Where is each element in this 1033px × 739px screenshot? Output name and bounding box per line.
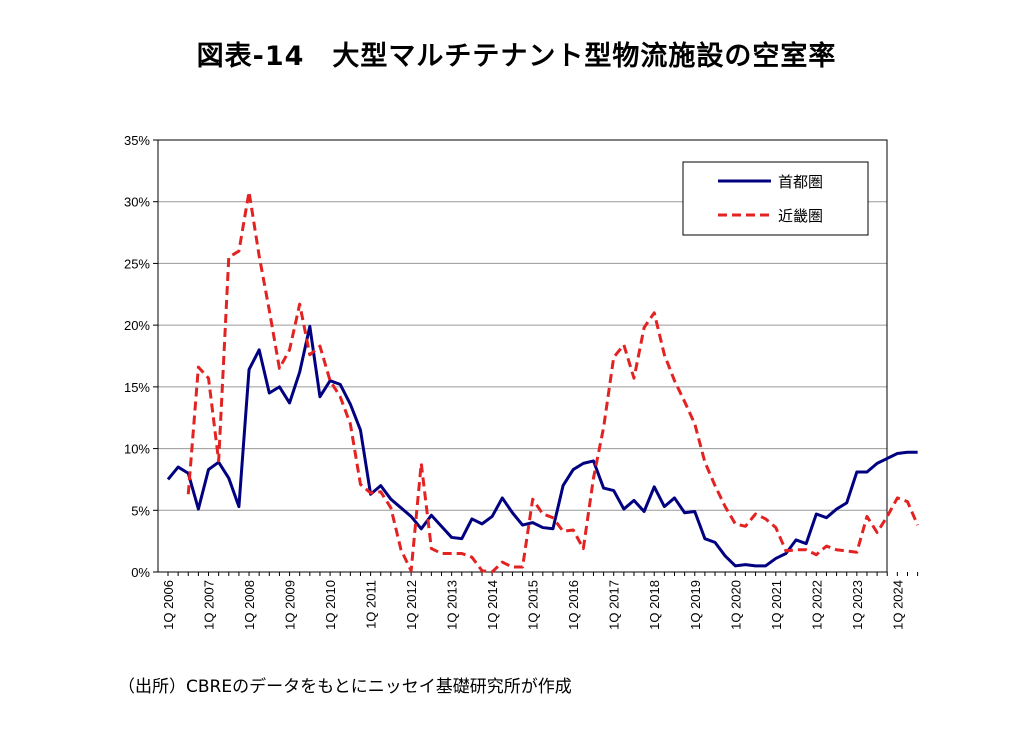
- legend: 首都圏 近畿圏: [682, 161, 869, 236]
- y-tick-label: 35%: [124, 133, 150, 148]
- x-tick-label: 1Q 2024: [890, 580, 905, 630]
- series-layer: [166, 190, 919, 574]
- source-note: （出所）CBREのデータをもとにニッセイ基礎研究所が作成: [118, 677, 572, 697]
- x-tick-label: 1Q 2023: [850, 580, 865, 630]
- chart-title: 図表-14 大型マルチテナント型物流施設の空室率: [196, 41, 837, 72]
- x-tick-label: 1Q 2021: [769, 580, 784, 630]
- x-tick-label: 1Q 2009: [283, 580, 298, 630]
- grid-layer: [158, 201, 887, 511]
- x-tick-label: 1Q 2015: [526, 580, 541, 630]
- y-tick-label: 5%: [131, 503, 150, 518]
- x-tick-label: 1Q 2006: [161, 580, 176, 630]
- x-tick-label: 1Q 2007: [202, 580, 217, 630]
- y-tick-label: 15%: [124, 380, 150, 395]
- y-tick-label: 25%: [124, 256, 150, 271]
- x-tick-label: 1Q 2016: [566, 580, 581, 630]
- y-tick-label: 0%: [131, 565, 150, 580]
- series-line-近畿圏: [186, 190, 919, 574]
- x-tick-label: 1Q 2022: [809, 580, 824, 630]
- x-tick-label: 1Q 2012: [404, 580, 419, 630]
- y-tick-label: 20%: [124, 318, 150, 333]
- x-tick-label: 1Q 2011: [364, 580, 379, 629]
- x-tick-label: 1Q 2017: [607, 580, 622, 630]
- x-tick-label: 1Q 2018: [647, 580, 662, 630]
- y-axis: 0% 5% 10% 15% 20% 25% 30% 35%: [124, 133, 158, 580]
- series-line-首都圏: [166, 324, 918, 568]
- x-tick-label: 1Q 2008: [242, 580, 257, 630]
- y-tick-label: 30%: [124, 195, 150, 210]
- x-tick-label: 1Q 2019: [688, 580, 703, 630]
- x-tick-label: 1Q 2014: [485, 580, 500, 630]
- x-tick-label: 1Q 2010: [323, 580, 338, 630]
- legend-box: [682, 161, 869, 236]
- x-tick-label: 1Q 2013: [445, 580, 460, 630]
- x-axis: 1Q 2006 1Q 2007 1Q 2008 1Q 2009 1Q 2010 1Q 20…: [161, 572, 919, 630]
- y-tick-label: 10%: [124, 442, 150, 457]
- legend-label-近畿圏: 近畿圏: [778, 207, 823, 225]
- x-tick-label: 1Q 2020: [728, 580, 743, 630]
- legend-label-首都圏: 首都圏: [778, 173, 823, 191]
